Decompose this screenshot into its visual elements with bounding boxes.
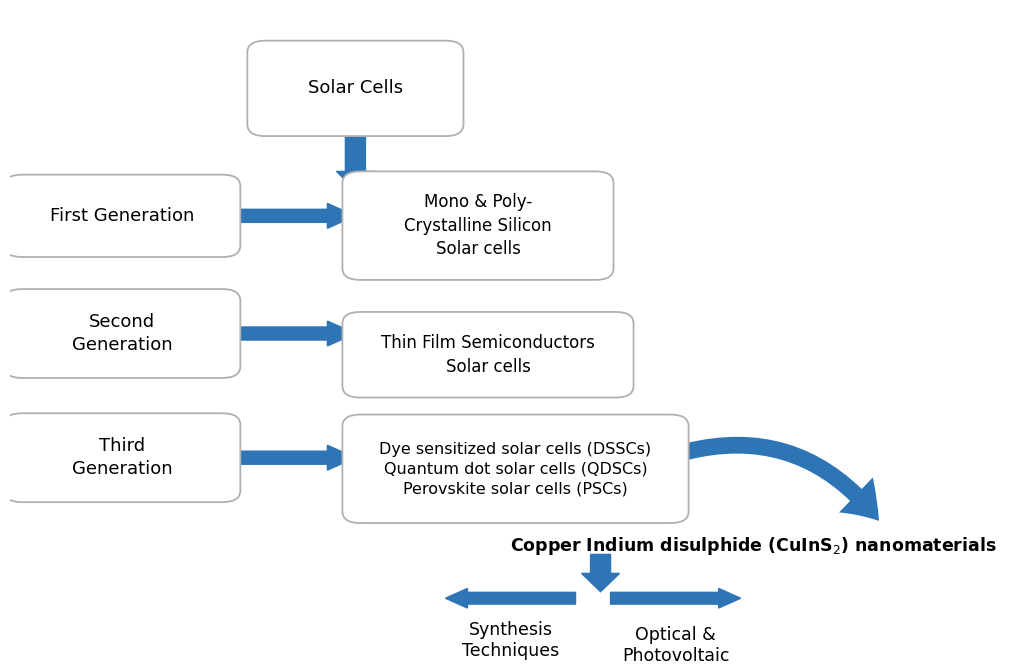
FancyBboxPatch shape [4,175,240,257]
FancyArrowPatch shape [671,437,879,521]
Text: Copper Indium disulphide (CuInS$_2$) nanomaterials: Copper Indium disulphide (CuInS$_2$) nan… [510,535,998,557]
FancyArrow shape [582,554,620,592]
Text: Thin Film Semiconductors
Solar cells: Thin Film Semiconductors Solar cells [381,334,595,376]
FancyBboxPatch shape [4,289,240,378]
Text: Optical &
Photovoltaic
properties: Optical & Photovoltaic properties [622,626,729,667]
FancyBboxPatch shape [342,415,688,523]
FancyArrow shape [336,124,375,189]
FancyArrow shape [223,321,355,346]
FancyBboxPatch shape [342,312,634,398]
Text: Second
Generation: Second Generation [71,313,173,354]
FancyBboxPatch shape [247,41,464,136]
Text: Synthesis
Techniques: Synthesis Techniques [461,621,560,660]
Text: Mono & Poly-
Crystalline Silicon
Solar cells: Mono & Poly- Crystalline Silicon Solar c… [404,193,551,258]
Text: First Generation: First Generation [50,207,194,225]
Text: Dye sensitized solar cells (DSSCs)
Quantum dot solar cells (QDSCs)
Perovskite so: Dye sensitized solar cells (DSSCs) Quant… [380,442,651,496]
FancyArrow shape [223,203,355,228]
FancyBboxPatch shape [342,171,614,280]
FancyArrow shape [223,446,355,470]
Text: Solar Cells: Solar Cells [308,79,403,97]
FancyArrow shape [445,588,576,608]
Text: Third
Generation: Third Generation [71,437,173,478]
FancyBboxPatch shape [4,414,240,502]
FancyArrow shape [611,588,740,608]
